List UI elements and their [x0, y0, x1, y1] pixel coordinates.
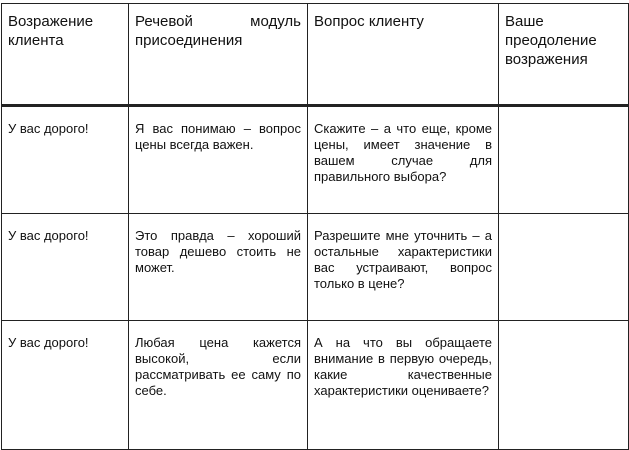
- header-client-question: Вопрос клиенту: [307, 3, 499, 107]
- cell-speech-module: Любая цена кажется высокой, если рассмат…: [128, 320, 308, 450]
- table-row: У вас дорого! Это правда – хороший товар…: [1, 213, 629, 321]
- cell-speech-module: Это правда – хороший товар дешево стоить…: [128, 213, 308, 321]
- header-speech-module: Речевой модуль присоединения: [128, 3, 308, 107]
- cell-your-response[interactable]: [498, 320, 629, 450]
- cell-client-question: Разрешите мне уточнить – а остальные хар…: [307, 213, 499, 321]
- cell-speech-module: Я вас понимаю – вопрос цены всегда важен…: [128, 105, 308, 214]
- cell-your-response[interactable]: [498, 213, 629, 321]
- header-objection: Возражение клиента: [1, 3, 129, 107]
- cell-objection: У вас дорого!: [1, 105, 129, 214]
- cell-objection: У вас дорого!: [1, 213, 129, 321]
- cell-client-question: Скажите – а что еще, кроме цены, имеет з…: [307, 105, 499, 214]
- header-row: Возражение клиента Речевой модуль присое…: [1, 3, 629, 107]
- table-row: У вас дорого! Я вас понимаю – вопрос цен…: [1, 105, 629, 214]
- objection-table: Возражение клиента Речевой модуль присое…: [1, 3, 629, 450]
- cell-objection: У вас дорого!: [1, 320, 129, 450]
- cell-client-question: А на что вы обращаете внимание в первую …: [307, 320, 499, 450]
- table-row: У вас дорого! Любая цена кажется высокой…: [1, 320, 629, 450]
- header-your-response: Ваше преодоление возражения: [498, 3, 629, 107]
- cell-your-response[interactable]: [498, 105, 629, 214]
